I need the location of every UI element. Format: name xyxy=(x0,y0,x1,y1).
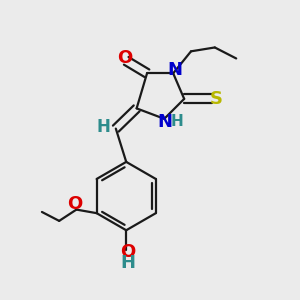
Text: O: O xyxy=(117,50,132,68)
Text: H: H xyxy=(170,114,183,129)
Text: N: N xyxy=(167,61,182,79)
Text: O: O xyxy=(120,243,135,261)
Text: H: H xyxy=(97,118,111,136)
Text: N: N xyxy=(158,113,172,131)
Text: O: O xyxy=(68,195,83,213)
Text: S: S xyxy=(209,90,223,108)
Text: H: H xyxy=(120,254,135,272)
